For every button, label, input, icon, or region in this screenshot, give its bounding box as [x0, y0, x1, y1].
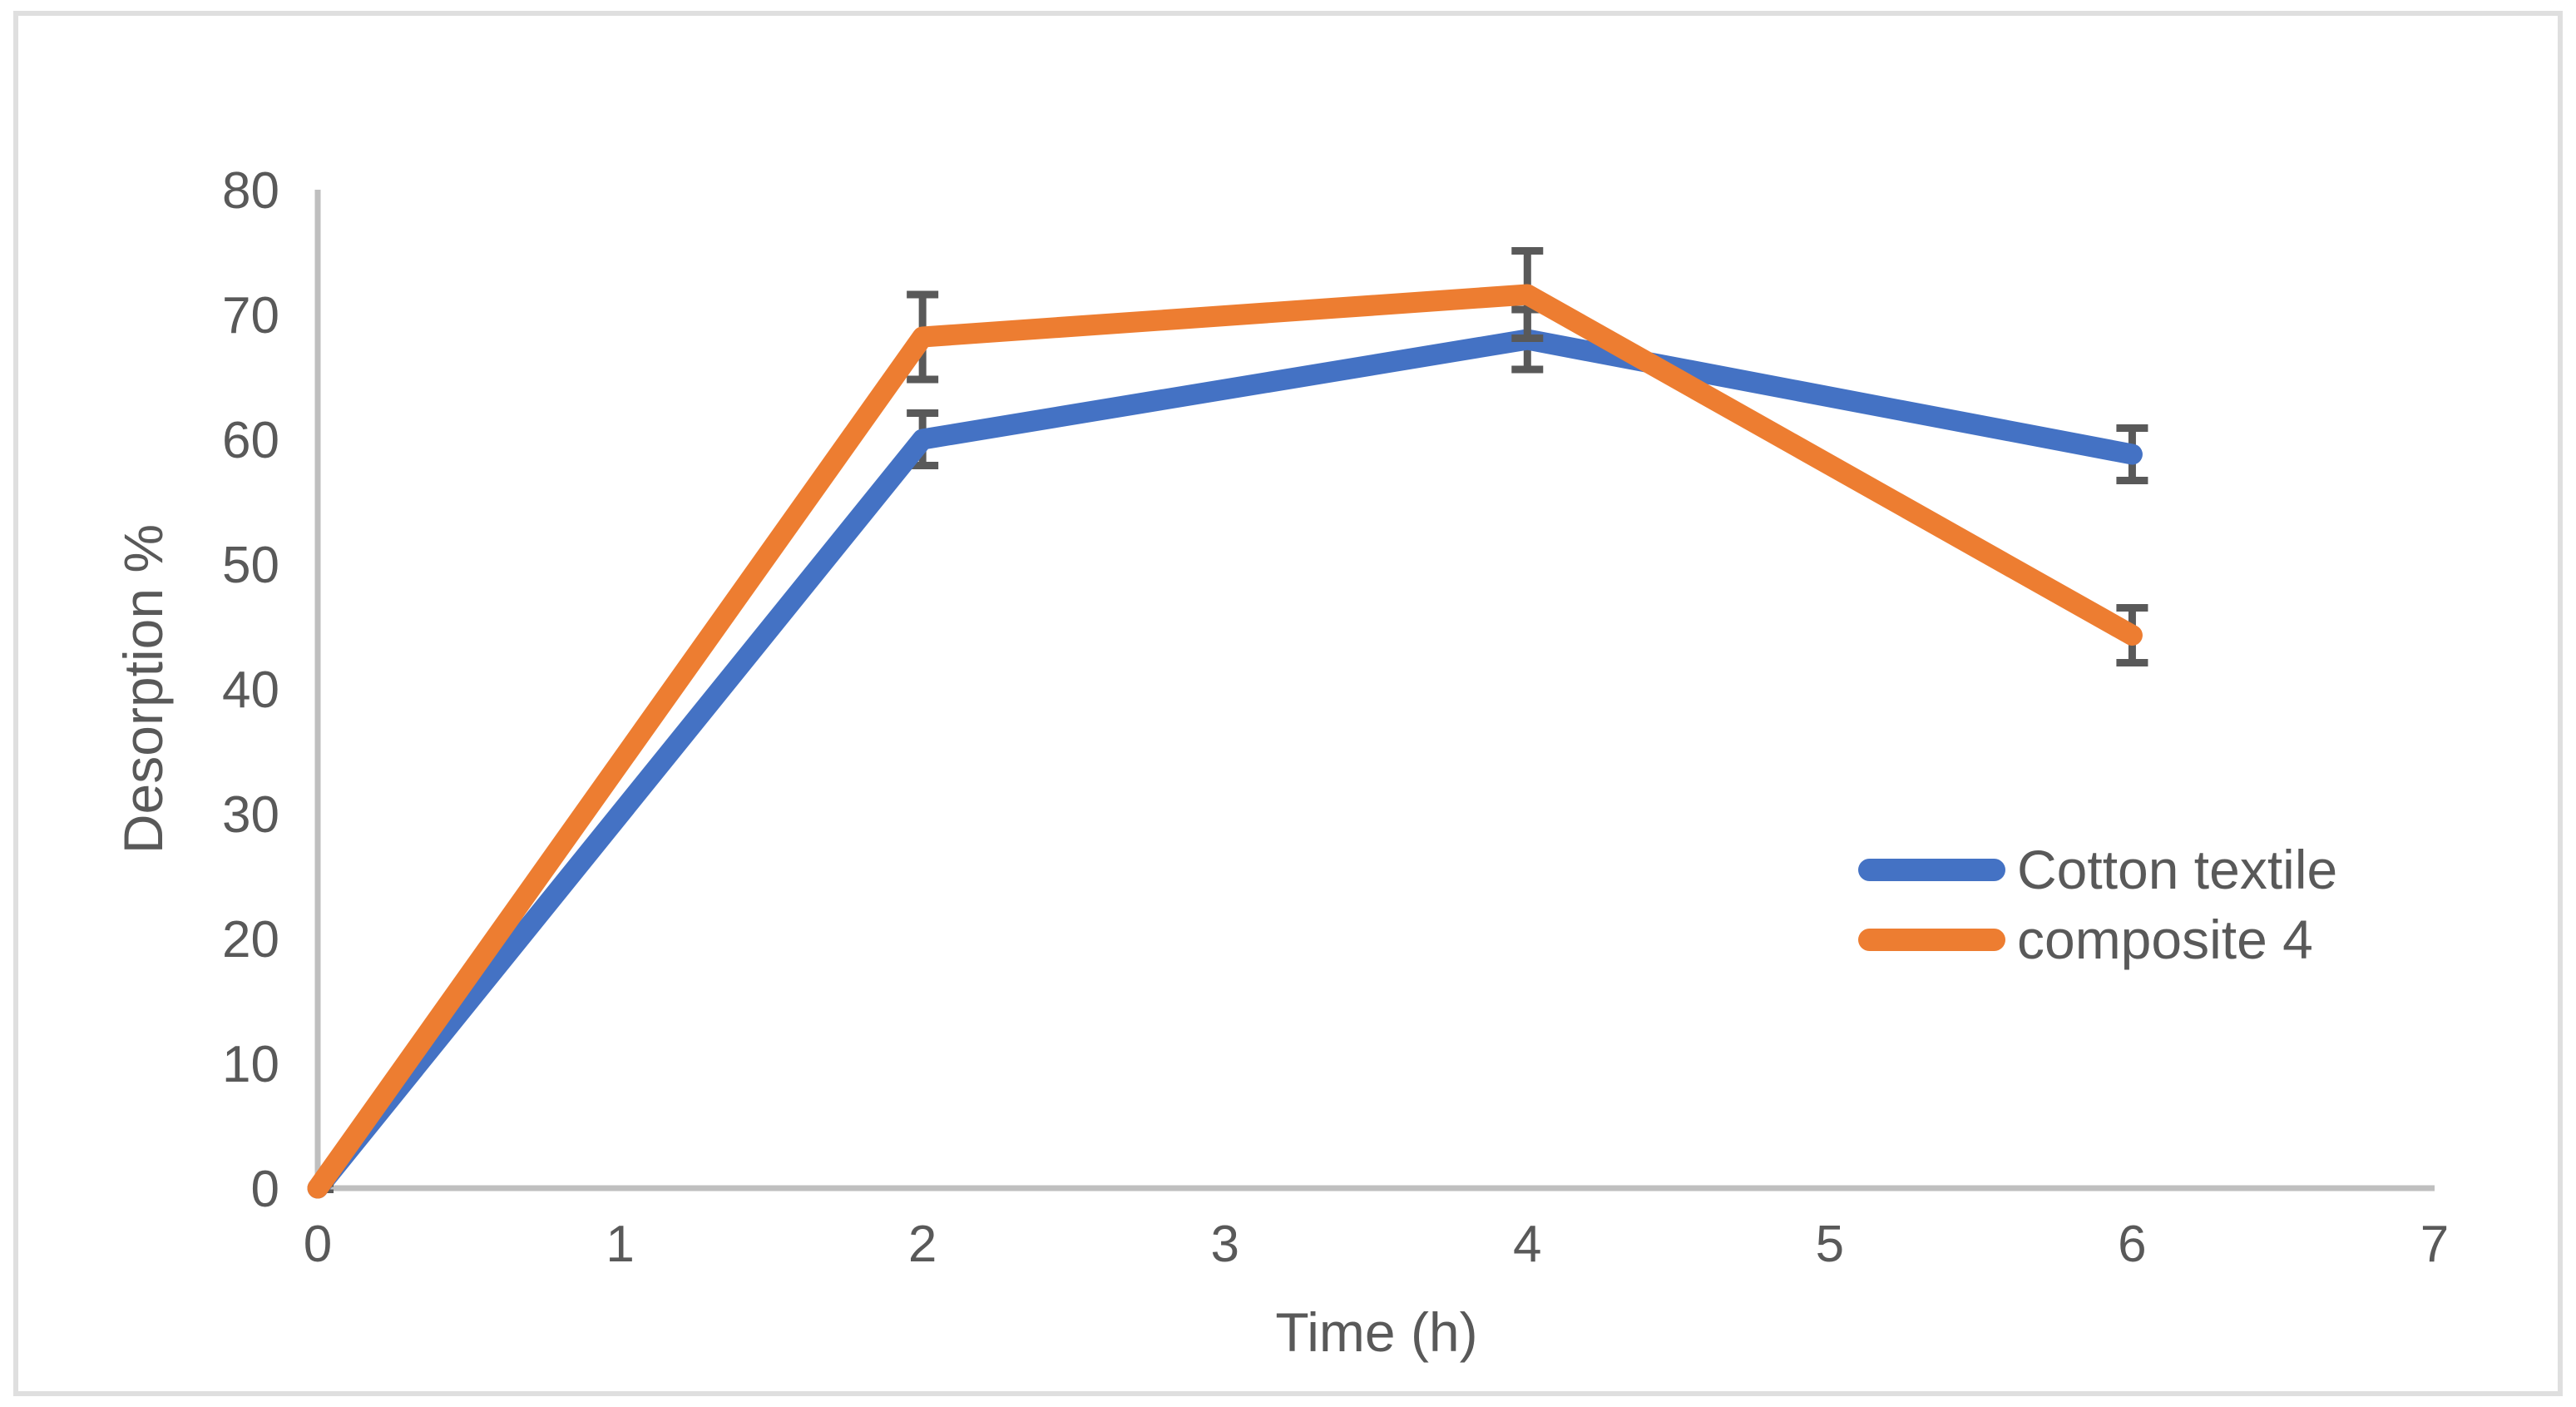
- error-bars-cotton-textile: [318, 305, 2148, 1193]
- x-tick-label: 7: [2420, 1216, 2449, 1273]
- y-tick-label: 30: [222, 786, 279, 844]
- legend-item-composite-4: composite 4: [1858, 904, 2337, 974]
- y-tick-label: 20: [222, 911, 279, 969]
- series-line-cotton-textile: [307, 329, 2143, 1199]
- x-tick-label: 0: [304, 1216, 332, 1273]
- x-tick-label: 1: [606, 1216, 634, 1273]
- legend-item-cotton-textile: Cotton textile: [1858, 835, 2337, 904]
- y-tick-label: 70: [222, 287, 279, 344]
- legend-label-cotton-textile: Cotton textile: [2017, 839, 2338, 900]
- x-tick-label: 6: [2118, 1216, 2146, 1273]
- y-axis-title: Desorption %: [112, 523, 174, 855]
- legend-label-composite-4: composite 4: [2017, 909, 2313, 970]
- y-tick-label: 80: [222, 162, 279, 220]
- y-tick-label: 0: [251, 1161, 279, 1218]
- chart-border: [13, 11, 2563, 1396]
- y-tick-label: 50: [222, 537, 279, 594]
- x-tick-label: 4: [1513, 1216, 1541, 1273]
- x-axis-title: Time (h): [1275, 1301, 1478, 1363]
- legend-swatch-composite-4: [1858, 928, 2005, 951]
- y-tick-label: 60: [222, 412, 279, 469]
- x-tick-label: 5: [1816, 1216, 1844, 1273]
- legend: Cotton textile composite 4: [1858, 835, 2337, 974]
- y-tick-label: 40: [222, 661, 279, 719]
- x-tick-label: 2: [908, 1216, 937, 1273]
- series-line-composite-4: [307, 284, 2143, 1199]
- y-tick-label: 10: [222, 1036, 279, 1093]
- x-tick-label: 3: [1210, 1216, 1239, 1273]
- legend-swatch-cotton-textile: [1858, 858, 2005, 881]
